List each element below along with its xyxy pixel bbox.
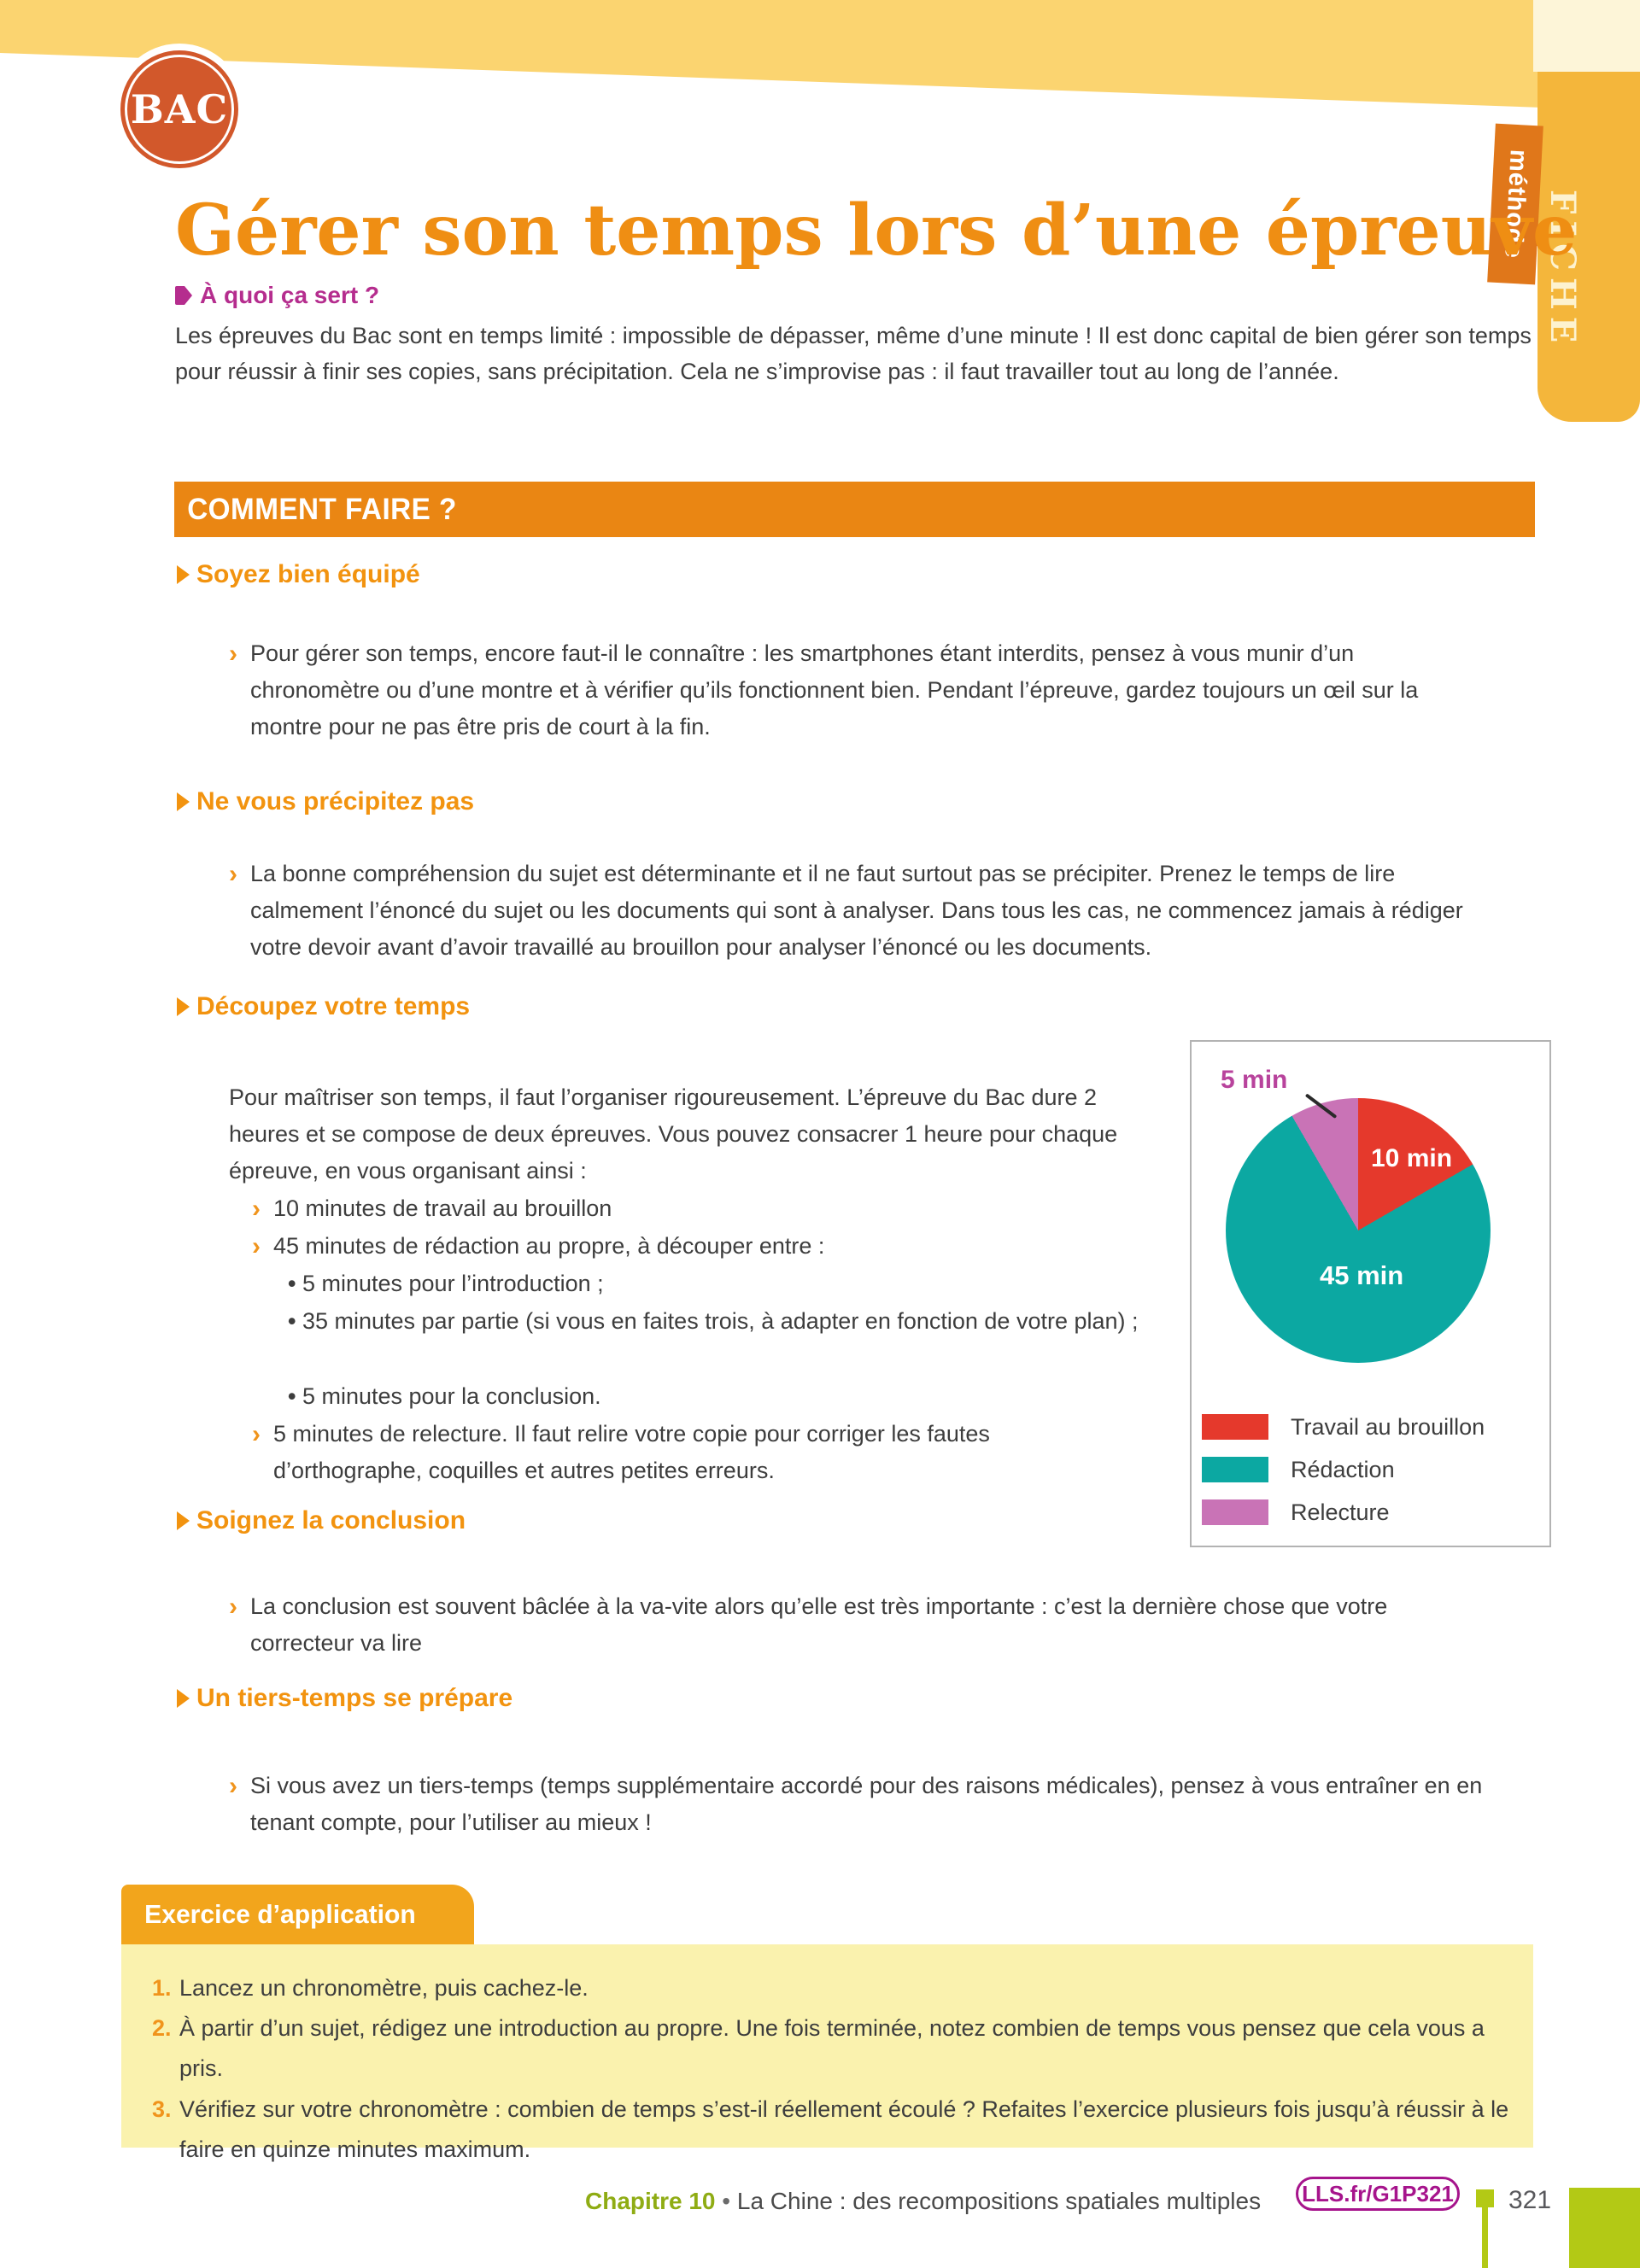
triangle-bullet-icon: [177, 997, 190, 1016]
list-item: › 10 minutes de travail au brouillon: [252, 1190, 1132, 1227]
chevron-bullet-icon: ›: [229, 1772, 237, 1800]
sub-list-item: • 5 minutes pour l’introduction ;: [233, 1266, 1139, 1302]
list-item-text: 45 minutes de rédaction au propre, à déc…: [273, 1233, 825, 1259]
list-item: › 45 minutes de rédaction au propre, à d…: [252, 1228, 1132, 1265]
exercise-tab-label: Exercice d’application: [144, 1899, 416, 1929]
exercise-item-text: À partir d’un sujet, rédigez une introdu…: [179, 2015, 1485, 2081]
chevron-bullet-icon: ›: [229, 860, 237, 888]
list-item-text: 10 minutes de travail au brouillon: [273, 1195, 612, 1221]
pie-label-relecture: 5 min: [1221, 1066, 1288, 1094]
intro-paragraph: Les épreuves du Bac sont en temps limité…: [175, 323, 1532, 384]
chevron-bullet-icon: ›: [252, 1232, 261, 1260]
decoupez-paragraph: Pour maîtriser son temps, il faut l’orga…: [229, 1084, 1118, 1184]
footer-chapter-line: Chapitre 10 • La Chine : des recompositi…: [585, 2188, 1261, 2215]
dot-bullet-icon: •: [288, 1308, 302, 1334]
page-title: Gérer son temps lors d’une épreuve: [175, 190, 1578, 272]
list-item: › 5 minutes de relecture. Il faut relire…: [252, 1416, 1119, 1489]
dot-bullet-icon: •: [288, 1383, 302, 1409]
sub-list-item: • 5 minutes pour la conclusion.: [233, 1378, 1139, 1415]
bac-badge-label: BAC: [130, 86, 229, 132]
legend-label: Rédaction: [1291, 1457, 1395, 1482]
bullet-item: › La conclusion est souvent bâclée à la …: [229, 1588, 1485, 1662]
dot-bullet-icon: •: [288, 1271, 302, 1296]
footer-chapter-label: Chapitre 10: [585, 2188, 716, 2214]
chevron-bullet-icon: ›: [229, 640, 237, 668]
intro-heading: À quoi ça sert ?: [175, 282, 379, 309]
triangle-bullet-icon: [177, 1511, 190, 1530]
bullet-text: Si vous avez un tiers-temps (temps suppl…: [250, 1773, 1483, 1835]
chevron-bullet-icon: ›: [252, 1195, 261, 1223]
bullet-text: La conclusion est souvent bâclée à la va…: [250, 1593, 1388, 1656]
chevron-bullet-icon: ›: [229, 1593, 237, 1621]
pie-label-redaction: 45 min: [1320, 1260, 1404, 1290]
bullet-item: › Pour gérer son temps, encore faut-il l…: [229, 635, 1485, 745]
top-yellow-band: [0, 0, 1640, 111]
legend-label: Travail au brouillon: [1291, 1414, 1485, 1440]
exercise-item-text: Lancez un chronomètre, puis cachez-le.: [179, 1975, 589, 2001]
triangle-bullet-icon: [177, 565, 190, 584]
exercise-item-text: Vérifiez sur votre chronomètre : combien…: [179, 2096, 1509, 2162]
chevron-bullet-icon: ›: [252, 1420, 261, 1448]
sub-list-item-text: 5 minutes pour l’introduction ;: [302, 1271, 604, 1296]
exercise-item: 2. À partir d’un sujet, rédigez une intr…: [152, 2008, 1510, 2089]
footer-green-line: [1482, 2207, 1488, 2268]
sub-list-item-text: 5 minutes pour la conclusion.: [302, 1383, 601, 1409]
comment-faire-banner: COMMENT FAIRE ?: [174, 482, 1535, 537]
pie-label-brouillon: 10 min: [1371, 1144, 1453, 1172]
footer-green-block: [1569, 2188, 1640, 2268]
section-heading-label: Soignez la conclusion: [196, 1506, 466, 1534]
legend-label: Relecture: [1291, 1499, 1390, 1525]
bac-badge: BAC: [114, 44, 245, 175]
triangle-bullet-icon: [177, 1689, 190, 1708]
list-item-text: 5 minutes de relecture. Il faut relire v…: [273, 1421, 990, 1483]
legend-row: Rédaction: [1202, 1457, 1543, 1482]
sub-list-item-text: 35 minutes par partie (si vous en faites…: [302, 1308, 1139, 1334]
footer-separator: •: [715, 2188, 737, 2214]
legend-row: Relecture: [1202, 1499, 1543, 1525]
fiche-tab-label: FICHE: [1543, 190, 1583, 350]
legend-swatch-relecture: [1202, 1499, 1268, 1525]
section-heading-label: Découpez votre temps: [196, 992, 471, 1020]
section-heading-decoupez: Découpez votre temps: [177, 992, 470, 1021]
top-right-cream-corner: [1533, 0, 1640, 72]
exercise-tab: Exercice d’application: [121, 1885, 474, 1944]
exercise-box: 1. Lancez un chronomètre, puis cachez-le…: [121, 1944, 1533, 2162]
exercise-item-number: 3.: [152, 2096, 172, 2122]
lls-link-badge[interactable]: LLS.fr/G1P321: [1296, 2177, 1460, 2211]
legend-swatch-brouillon: [1202, 1414, 1268, 1440]
pentagon-bullet-icon: [175, 286, 192, 305]
section-heading-label: Ne vous précipitez pas: [196, 787, 475, 815]
exercise-item: 3. Vérifiez sur votre chronomètre : comb…: [152, 2090, 1510, 2170]
exercise-item-number: 1.: [152, 1975, 172, 2001]
legend-swatch-redaction: [1202, 1457, 1268, 1482]
bullet-text: Pour gérer son temps, encore faut-il le …: [250, 640, 1419, 739]
section-heading-conclusion: Soignez la conclusion: [177, 1506, 466, 1535]
section-heading-tiers-temps: Un tiers-temps se prépare: [177, 1684, 512, 1713]
page-number: 321: [1508, 2186, 1552, 2214]
pie: [1226, 1098, 1491, 1363]
section-heading-label: Soyez bien équipé: [196, 560, 420, 588]
intro-heading-label: À quoi ça sert ?: [200, 282, 380, 308]
bullet-item: › La bonne compréhension du sujet est dé…: [229, 856, 1485, 966]
exercise-item: 1. Lancez un chronomètre, puis cachez-le…: [152, 1968, 1510, 2008]
bullet-text: La bonne compréhension du sujet est déte…: [250, 861, 1463, 960]
bullet-item: › Si vous avez un tiers-temps (temps sup…: [229, 1768, 1485, 1841]
footer-green-square: [1476, 2189, 1494, 2207]
legend-row: Travail au brouillon: [1202, 1414, 1543, 1440]
footer-chapter-title: La Chine : des recompositions spatiales …: [736, 2188, 1262, 2214]
exercise-item-number: 2.: [152, 2015, 172, 2041]
lls-link-code: LLS.fr/G1P321: [1302, 2180, 1454, 2207]
sub-list-item: • 35 minutes par partie (si vous en fait…: [233, 1303, 1139, 1340]
section-heading-equipe: Soyez bien équipé: [177, 560, 420, 589]
section-heading-label: Un tiers-temps se prépare: [196, 1684, 513, 1712]
pie-chart-panel: 5 min 10 min 45 min Travail au brouillon…: [1190, 1040, 1551, 1547]
section-heading-precipitez: Ne vous précipitez pas: [177, 787, 474, 816]
comment-faire-banner-label: COMMENT FAIRE ?: [187, 493, 457, 526]
triangle-bullet-icon: [177, 792, 190, 811]
fiche-side-tab: FICHE: [1538, 72, 1640, 422]
